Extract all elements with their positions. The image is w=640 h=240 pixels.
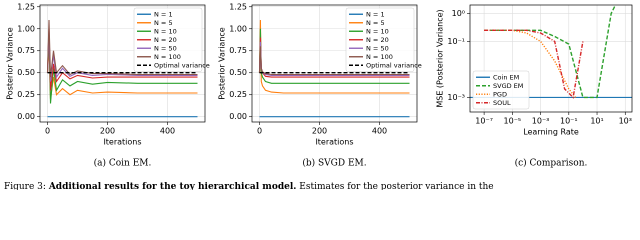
plot-frame xyxy=(39,4,206,123)
y-tick-label: 0.50 xyxy=(17,68,35,77)
legend-label: N = 5 xyxy=(366,19,385,27)
y-tick-label: 0.75 xyxy=(229,46,247,55)
legend-label: N = 20 xyxy=(366,36,389,44)
x-tick-label: 10⁻⁷ xyxy=(475,117,493,126)
legend-label: N = 20 xyxy=(154,36,177,44)
y-tick-label: 10⁰ xyxy=(452,9,465,18)
x-axis-label: Iterations xyxy=(103,138,141,147)
y-tick-label: 0.75 xyxy=(17,46,35,55)
legend-label: N = 50 xyxy=(366,44,389,52)
y-tick-label: 0.25 xyxy=(229,90,247,99)
legend-box xyxy=(345,7,415,72)
page: Figure 3: Additional results for the toy… xyxy=(4,2,633,191)
series-line xyxy=(258,46,410,76)
y-axis-label: Posterior Variance xyxy=(218,27,227,100)
y-tick-label: 0.50 xyxy=(229,68,247,77)
y-tick-label: 0.00 xyxy=(17,112,35,121)
series-line xyxy=(484,29,577,98)
series-line xyxy=(46,19,198,78)
x-tick-label: 200 xyxy=(100,127,115,136)
y-tick-label: 1.00 xyxy=(17,24,35,33)
legend-label: Optimal variance xyxy=(366,61,422,69)
series-line xyxy=(46,37,198,104)
figure: Figure 3: Additional results for the toy… xyxy=(4,2,633,191)
legend-label: N = 10 xyxy=(154,27,177,35)
x-tick-label: 0 xyxy=(45,127,50,136)
x-tick-label: 10⁻³ xyxy=(532,117,550,126)
x-tick-label: 10⁻¹ xyxy=(560,117,578,126)
y-tick-label: 0.25 xyxy=(17,90,35,99)
series-line xyxy=(484,29,584,99)
y-tick-label: 0.00 xyxy=(229,112,247,121)
legend-label: SOUL xyxy=(493,99,511,107)
x-tick-label: 10¹ xyxy=(590,117,603,126)
legend-label: N = 50 xyxy=(154,44,177,52)
y-tick-label: 1.25 xyxy=(229,2,247,11)
legend-label: N = 10 xyxy=(366,27,389,35)
subcaption: (c) Comparison. xyxy=(515,158,588,169)
x-tick-label: 400 xyxy=(160,127,175,136)
subcaption: (b) SVGD EM. xyxy=(302,158,366,169)
plot-frame xyxy=(469,4,633,113)
x-tick-label: 10³ xyxy=(619,117,632,126)
x-axis-label: Iterations xyxy=(315,138,353,147)
legend-label: PGD xyxy=(493,90,507,98)
legend-label: N = 1 xyxy=(366,10,385,18)
x-axis-label: Learning Rate xyxy=(523,128,579,137)
legend-box xyxy=(472,70,530,110)
y-axis-label: Posterior Variance xyxy=(6,27,15,100)
subcaption: (a) Coin EM. xyxy=(94,158,152,169)
x-tick-label: 200 xyxy=(312,127,327,136)
y-axis-label: MSE (Posterior Variance) xyxy=(436,9,445,107)
y-tick-label: 10⁻³ xyxy=(447,93,465,102)
series-line xyxy=(484,5,617,99)
y-tick-label: 1.00 xyxy=(229,24,247,33)
caption-bold: Additional results for the toy hierarchi… xyxy=(48,182,297,191)
y-tick-label: 1.25 xyxy=(17,2,35,11)
y-tick-label: 10⁻¹ xyxy=(447,37,465,46)
legend-label: Coin EM xyxy=(493,73,519,81)
legend-label: N = 1 xyxy=(154,10,173,18)
legend-label: N = 100 xyxy=(154,53,181,61)
plot-frame xyxy=(251,4,418,123)
x-tick-label: 10⁻⁵ xyxy=(504,117,522,126)
legend-label: Optimal variance xyxy=(154,61,210,69)
legend-label: N = 100 xyxy=(366,53,393,61)
figure-caption: Figure 3: Additional results for the toy… xyxy=(4,182,494,191)
x-tick-label: 400 xyxy=(372,127,387,136)
caption-text: Estimates for the posterior variance in … xyxy=(299,182,493,191)
legend-label: SVGD EM xyxy=(493,82,523,90)
series-line xyxy=(46,33,198,82)
x-tick-label: 0 xyxy=(257,127,262,136)
legend-box xyxy=(133,7,203,72)
series-line xyxy=(46,28,198,91)
caption-label: Figure 3: xyxy=(4,182,46,191)
legend-label: N = 5 xyxy=(154,19,173,27)
